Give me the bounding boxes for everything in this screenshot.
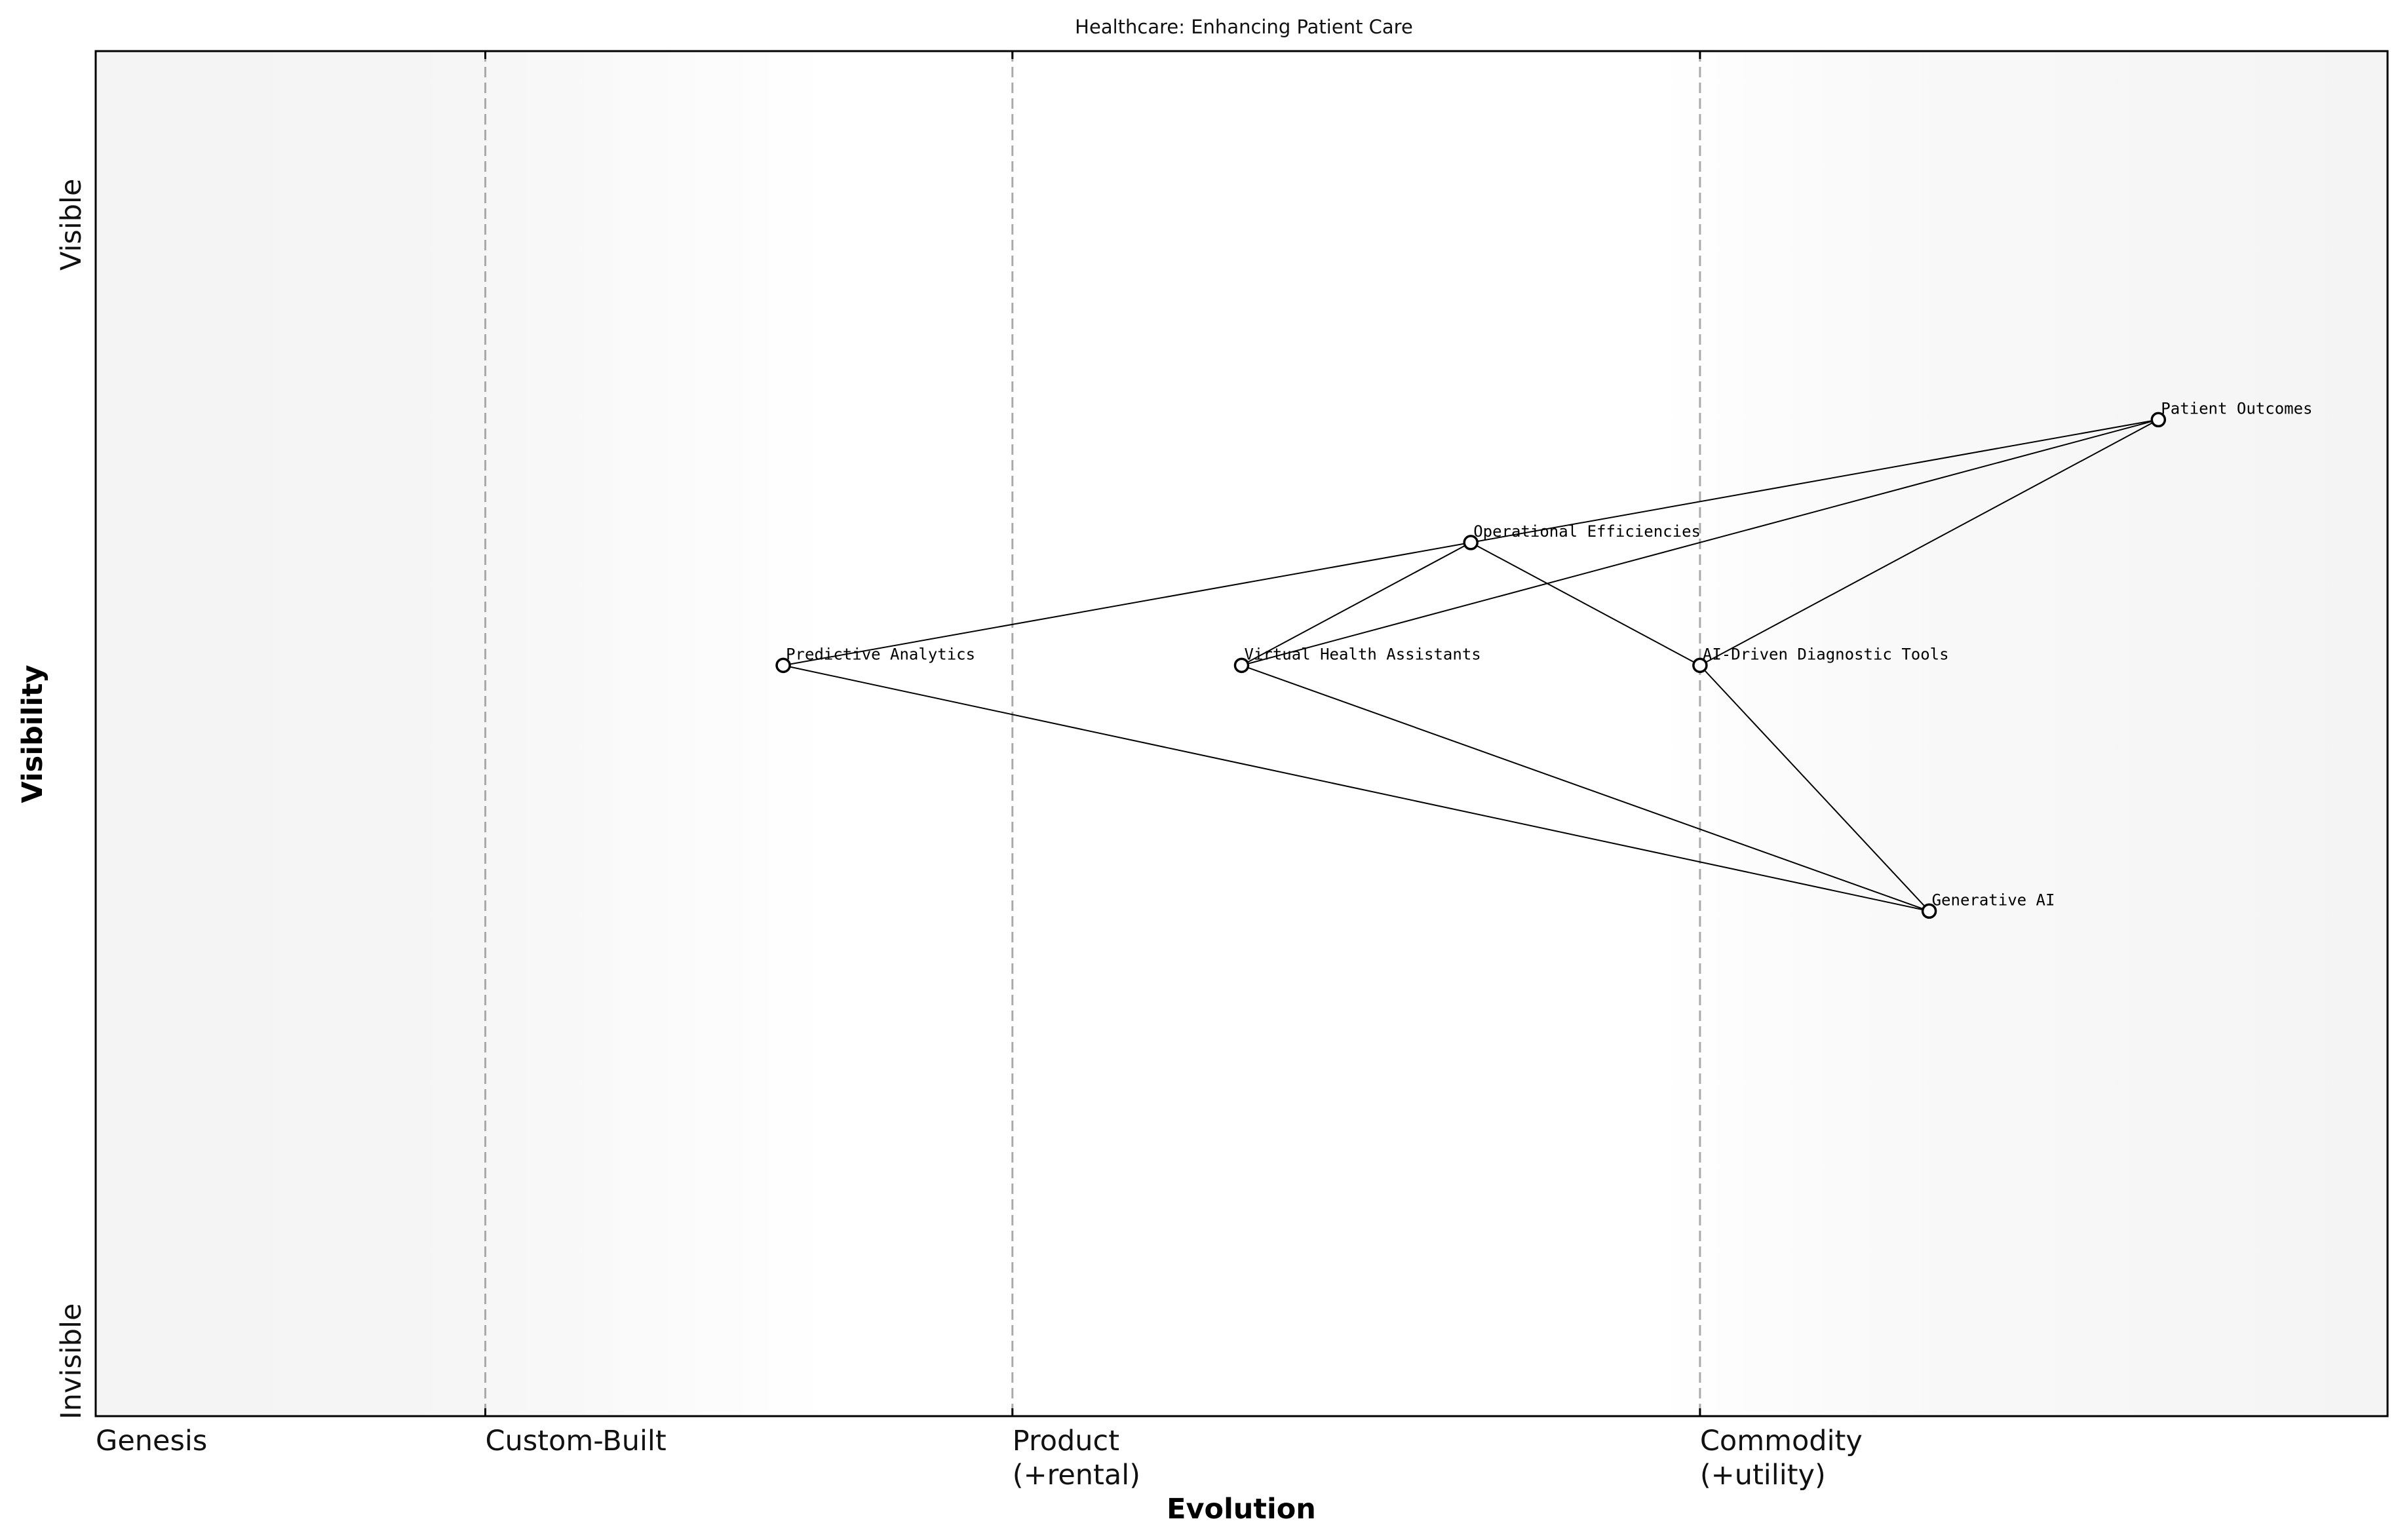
component-label: Predictive Analytics [786,645,975,663]
component-node-marker[interactable] [2150,412,2167,428]
y-axis-visible-label: Visible [55,179,88,271]
y-axis-invisible-label: Invisible [55,1303,88,1419]
link-operational-efficiencies-to-ai-driven-diagnostic-tools [1470,541,1701,666]
component-label: Operational Efficiencies [1473,522,1701,541]
link-patient-outcomes-to-operational-efficiencies [1471,419,2159,543]
component-operational-efficiencies[interactable]: Operational Efficiencies [1463,522,1701,550]
component-label: Patient Outcomes [2161,399,2312,417]
component-node-marker[interactable] [1233,657,1250,674]
stage-label-line: (+utility) [1700,1459,1826,1492]
link-patient-outcomes-to-ai-driven-diagnostic-tools [1699,419,2159,666]
link-operational-efficiencies-to-predictive-analytics [783,541,1471,666]
stage-label-line: Commodity [1700,1425,1863,1457]
dependency-links [783,419,2159,912]
link-predictive-analytics-to-generative-ai [783,664,1929,912]
stage-label-product: Product (+rental) [1013,1425,1140,1492]
component-nodes: Patient Outcomes Operational Efficiencies… [775,399,2312,919]
stage-label-line: Genesis [96,1425,207,1457]
y-axis-label: Visibility [16,664,49,803]
stage-label-commodity: Commodity (+utility) [1700,1425,1863,1492]
link-operational-efficiencies-to-virtual-health-assistants [1241,541,1471,666]
stage-label-custom-built: Custom-Built [485,1425,666,1457]
plot-background [96,51,2388,1416]
component-virtual-health-assistants[interactable]: Virtual Health Assistants [1233,645,1481,674]
stage-label-line: Product [1013,1425,1119,1457]
component-generative-ai[interactable]: Generative AI [1921,891,2055,919]
link-patient-outcomes-to-virtual-health-assistants [1241,419,2159,666]
component-label: Generative AI [1932,891,2055,909]
link-ai-driven-diagnostic-tools-to-generative-ai [1699,664,1930,912]
x-axis-label: Evolution [1167,1493,1316,1526]
component-node-marker[interactable] [1692,657,1708,674]
map-title: Healthcare: Enhancing Patient Care [1075,16,1413,38]
component-node-marker[interactable] [1463,535,1479,550]
stage-label-line: (+rental) [1013,1459,1140,1492]
component-label: Virtual Health Assistants [1245,645,1481,663]
link-virtual-health-assistants-to-generative-ai [1241,664,1929,912]
component-patient-outcomes[interactable]: Patient Outcomes [2150,399,2312,428]
component-node-marker[interactable] [775,657,791,674]
stage-labels: Genesis Custom-Built Product (+rental) Commo… [96,1425,1863,1492]
component-label: AI-Driven Diagnostic Tools [1703,645,1949,663]
component-node-marker[interactable] [1921,903,1937,919]
plot-frame [94,50,2389,1417]
component-predictive-analytics[interactable]: Predictive Analytics [775,645,975,674]
component-ai-driven-diagnostic-tools[interactable]: AI-Driven Diagnostic Tools [1692,645,1949,674]
stage-label-line: Custom-Built [485,1425,666,1457]
stage-label-genesis: Genesis [96,1425,207,1457]
stage-ticks [94,51,1701,1416]
stage-divider-lines [484,51,1701,1416]
